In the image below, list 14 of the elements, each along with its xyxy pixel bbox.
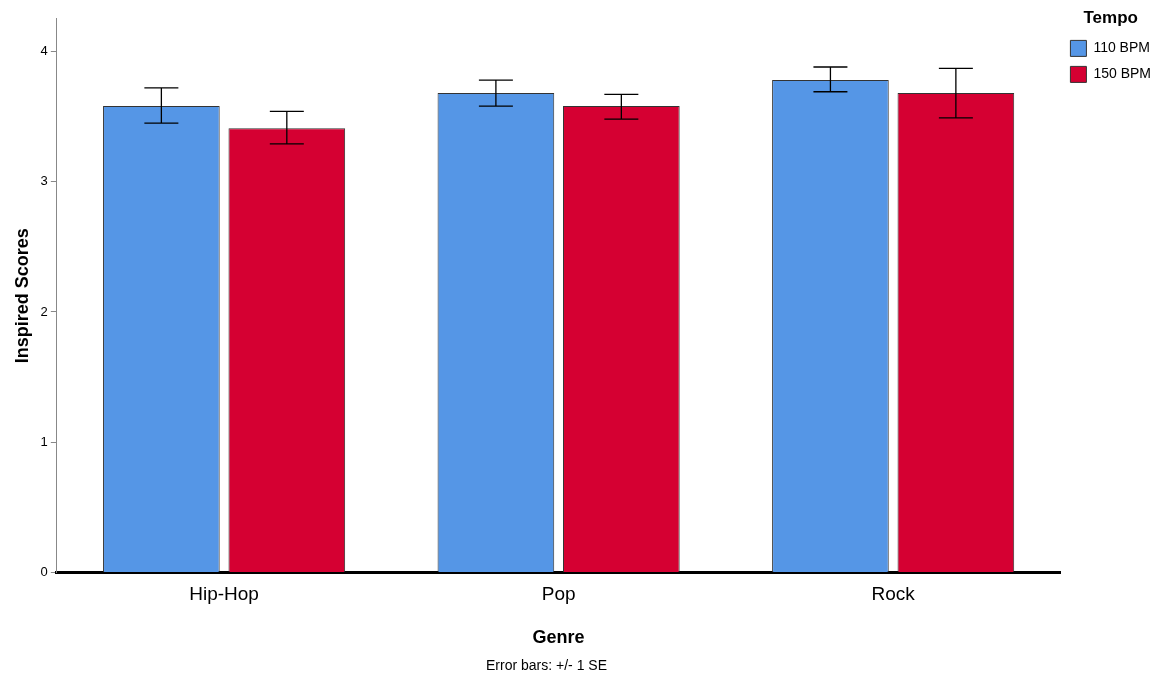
y-tick-label: 2: [40, 303, 48, 319]
legend-label: 110 BPM: [1093, 39, 1150, 56]
x-tick-label: Rock: [871, 583, 916, 605]
x-tick-label: Pop: [541, 583, 576, 605]
x-axis-title: Genre: [532, 627, 585, 648]
y-tick-label: 3: [40, 173, 48, 189]
text: Error bars: +/- 1 SE: [485, 657, 608, 673]
y-axis-title: Inspired Scores: [11, 228, 32, 364]
legend-label: 150 BPM: [1093, 65, 1152, 82]
y-tick-label: 4: [40, 42, 48, 58]
legend-title: Tempo: [1083, 8, 1138, 28]
y-tick-label: 0: [40, 564, 48, 580]
y-tick-label: 1: [40, 433, 48, 449]
x-tick-label: Hip-Hop: [189, 583, 259, 605]
